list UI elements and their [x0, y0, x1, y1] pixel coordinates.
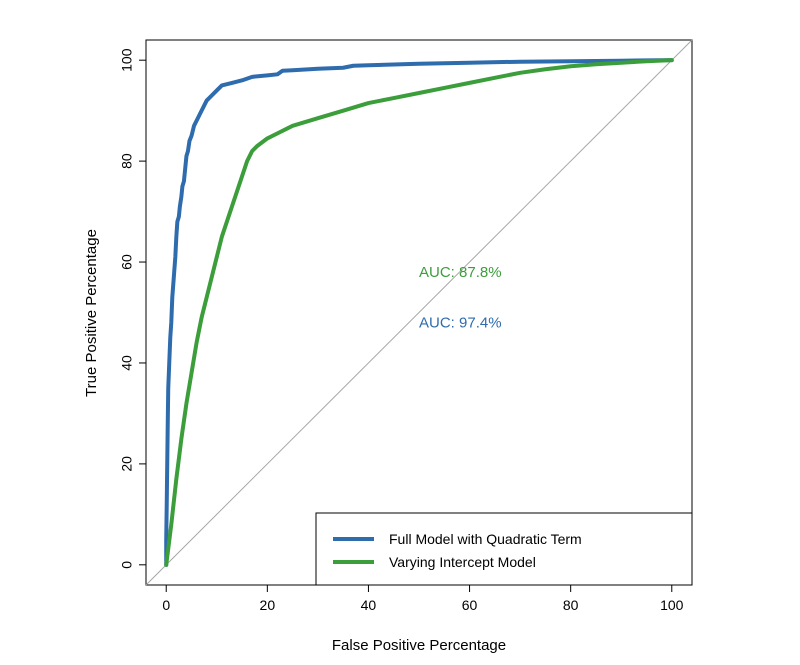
y-tick-label: 0 [119, 561, 135, 569]
x-tick-label: 20 [260, 597, 276, 613]
x-tick-label: 100 [660, 597, 684, 613]
x-tick-label: 0 [162, 597, 170, 613]
reference-diagonal-line [145, 39, 693, 586]
x-axis: 0 20 40 60 80 100 [162, 584, 684, 613]
x-tick-label: 60 [462, 597, 478, 613]
x-tick-label: 80 [563, 597, 579, 613]
legend-label-full-model: Full Model with Quadratic Term [389, 531, 582, 547]
auc-annotation-full-model: AUC: 97.4% [419, 315, 502, 332]
y-axis-label: True Positive Percentage [83, 229, 100, 397]
y-tick-label: 40 [119, 355, 135, 371]
y-tick-label: 80 [119, 153, 135, 169]
series-layer [164, 58, 674, 567]
legend-box [315, 512, 693, 586]
y-axis: 0 20 40 60 80 100 [119, 48, 147, 569]
x-axis-label: False Positive Percentage [332, 637, 506, 654]
x-tick-label: 40 [361, 597, 377, 613]
series-line-full-model [164, 58, 674, 567]
legend-label-varying-intercept: Varying Intercept Model [389, 554, 536, 570]
series-line-varying-intercept [164, 58, 674, 567]
y-tick-label: 60 [119, 254, 135, 270]
y-tick-label: 100 [119, 48, 135, 72]
y-tick-label: 20 [119, 456, 135, 472]
auc-annotation-varying-intercept: AUC: 87.8% [419, 264, 502, 281]
legend: Full Model with Quadratic Term Varying I… [315, 512, 693, 586]
